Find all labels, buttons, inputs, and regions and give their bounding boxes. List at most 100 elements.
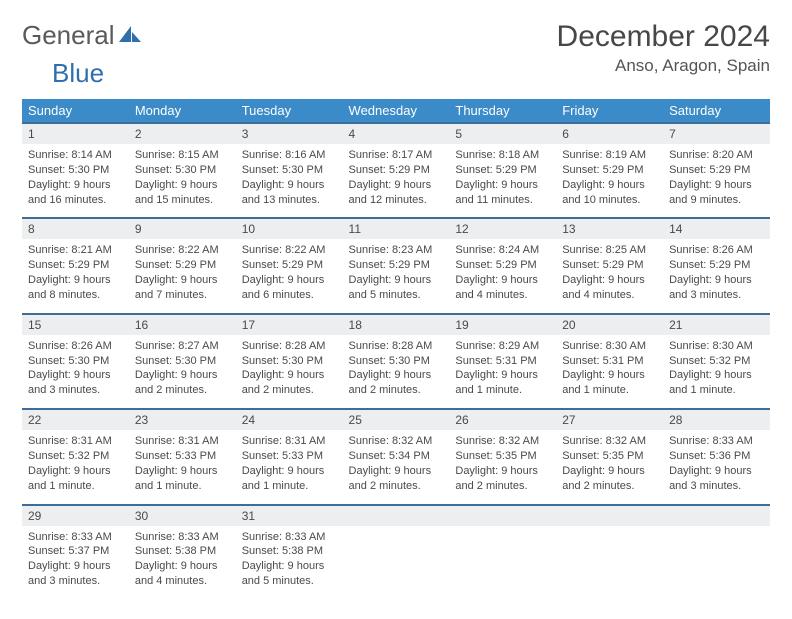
daylight-text: Daylight: 9 hours and 6 minutes. xyxy=(242,273,337,303)
day-number: 15 xyxy=(22,315,129,335)
day-details: Sunrise: 8:30 AMSunset: 5:31 PMDaylight:… xyxy=(556,335,663,408)
sunrise-text: Sunrise: 8:33 AM xyxy=(135,530,230,545)
sunset-text: Sunset: 5:30 PM xyxy=(28,163,123,178)
calendar-day-cell: 19Sunrise: 8:29 AMSunset: 5:31 PMDayligh… xyxy=(449,314,556,409)
brand-word-1: General xyxy=(22,20,115,51)
day-number: 26 xyxy=(449,410,556,430)
calendar-day-cell: 16Sunrise: 8:27 AMSunset: 5:30 PMDayligh… xyxy=(129,314,236,409)
weekday-header: Tuesday xyxy=(236,99,343,123)
sunrise-text: Sunrise: 8:25 AM xyxy=(562,243,657,258)
sunrise-text: Sunrise: 8:21 AM xyxy=(28,243,123,258)
day-details: Sunrise: 8:31 AMSunset: 5:32 PMDaylight:… xyxy=(22,430,129,503)
calendar-day-cell: 22Sunrise: 8:31 AMSunset: 5:32 PMDayligh… xyxy=(22,409,129,504)
daylight-text: Daylight: 9 hours and 2 minutes. xyxy=(349,464,444,494)
day-details: Sunrise: 8:33 AMSunset: 5:36 PMDaylight:… xyxy=(663,430,770,503)
day-details: Sunrise: 8:31 AMSunset: 5:33 PMDaylight:… xyxy=(236,430,343,503)
sunrise-text: Sunrise: 8:31 AM xyxy=(242,434,337,449)
day-details: Sunrise: 8:19 AMSunset: 5:29 PMDaylight:… xyxy=(556,144,663,217)
day-number: 7 xyxy=(663,124,770,144)
day-details: Sunrise: 8:32 AMSunset: 5:35 PMDaylight:… xyxy=(449,430,556,503)
sunrise-text: Sunrise: 8:31 AM xyxy=(135,434,230,449)
day-number: 28 xyxy=(663,410,770,430)
day-number: 4 xyxy=(343,124,450,144)
day-details: Sunrise: 8:32 AMSunset: 5:35 PMDaylight:… xyxy=(556,430,663,503)
location-text: Anso, Aragon, Spain xyxy=(557,56,770,76)
daylight-text: Daylight: 9 hours and 9 minutes. xyxy=(669,178,764,208)
sunrise-text: Sunrise: 8:17 AM xyxy=(349,148,444,163)
calendar-day-cell xyxy=(663,505,770,599)
calendar-day-cell: 2Sunrise: 8:15 AMSunset: 5:30 PMDaylight… xyxy=(129,123,236,218)
calendar-body: 1Sunrise: 8:14 AMSunset: 5:30 PMDaylight… xyxy=(22,123,770,599)
sunset-text: Sunset: 5:34 PM xyxy=(349,449,444,464)
sunrise-text: Sunrise: 8:28 AM xyxy=(349,339,444,354)
daylight-text: Daylight: 9 hours and 13 minutes. xyxy=(242,178,337,208)
sunrise-text: Sunrise: 8:32 AM xyxy=(349,434,444,449)
day-details-empty xyxy=(343,526,450,588)
calendar-week-row: 1Sunrise: 8:14 AMSunset: 5:30 PMDaylight… xyxy=(22,123,770,218)
calendar-week-row: 29Sunrise: 8:33 AMSunset: 5:37 PMDayligh… xyxy=(22,505,770,599)
sunset-text: Sunset: 5:31 PM xyxy=(562,354,657,369)
sunset-text: Sunset: 5:33 PM xyxy=(135,449,230,464)
day-details: Sunrise: 8:33 AMSunset: 5:38 PMDaylight:… xyxy=(236,526,343,599)
day-details: Sunrise: 8:20 AMSunset: 5:29 PMDaylight:… xyxy=(663,144,770,217)
sunset-text: Sunset: 5:30 PM xyxy=(349,354,444,369)
daylight-text: Daylight: 9 hours and 3 minutes. xyxy=(28,368,123,398)
sunset-text: Sunset: 5:32 PM xyxy=(669,354,764,369)
day-number: 31 xyxy=(236,506,343,526)
calendar-day-cell: 25 Sunrise: 8:32 AMSunset: 5:34 PMDayligh… xyxy=(343,409,450,504)
sunrise-text: Sunrise: 8:18 AM xyxy=(455,148,550,163)
calendar-week-row: 22Sunrise: 8:31 AMSunset: 5:32 PMDayligh… xyxy=(22,409,770,504)
daylight-text: Daylight: 9 hours and 4 minutes. xyxy=(562,273,657,303)
day-details: Sunrise: 8:29 AMSunset: 5:31 PMDaylight:… xyxy=(449,335,556,408)
calendar-day-cell: 6Sunrise: 8:19 AMSunset: 5:29 PMDaylight… xyxy=(556,123,663,218)
weekday-header: Saturday xyxy=(663,99,770,123)
day-number: 2 xyxy=(129,124,236,144)
day-number: 22 xyxy=(22,410,129,430)
day-details: Sunrise: 8:18 AMSunset: 5:29 PMDaylight:… xyxy=(449,144,556,217)
sunset-text: Sunset: 5:29 PM xyxy=(455,163,550,178)
calendar-day-cell: 8Sunrise: 8:21 AMSunset: 5:29 PMDaylight… xyxy=(22,218,129,313)
weekday-header: Monday xyxy=(129,99,236,123)
sunrise-text: Sunrise: 8:28 AM xyxy=(242,339,337,354)
calendar-day-cell: 31Sunrise: 8:33 AMSunset: 5:38 PMDayligh… xyxy=(236,505,343,599)
calendar-day-cell: 11Sunrise: 8:23 AMSunset: 5:29 PMDayligh… xyxy=(343,218,450,313)
day-details: Sunrise: 8:30 AMSunset: 5:32 PMDaylight:… xyxy=(663,335,770,408)
sunrise-text: Sunrise: 8:24 AM xyxy=(455,243,550,258)
sunrise-text: Sunrise: 8:32 AM xyxy=(562,434,657,449)
sunrise-text: Sunrise: 8:14 AM xyxy=(28,148,123,163)
day-number-empty xyxy=(343,506,450,526)
day-number: 19 xyxy=(449,315,556,335)
day-details: Sunrise: 8:22 AMSunset: 5:29 PMDaylight:… xyxy=(129,239,236,312)
day-number: 23 xyxy=(129,410,236,430)
calendar-day-cell xyxy=(449,505,556,599)
day-number: 29 xyxy=(22,506,129,526)
sunset-text: Sunset: 5:30 PM xyxy=(135,163,230,178)
calendar-day-cell: 1Sunrise: 8:14 AMSunset: 5:30 PMDaylight… xyxy=(22,123,129,218)
sunset-text: Sunset: 5:30 PM xyxy=(242,354,337,369)
day-number-empty xyxy=(556,506,663,526)
sunset-text: Sunset: 5:29 PM xyxy=(349,163,444,178)
sunset-text: Sunset: 5:32 PM xyxy=(28,449,123,464)
day-details: Sunrise: 8:25 AMSunset: 5:29 PMDaylight:… xyxy=(556,239,663,312)
calendar-week-row: 15Sunrise: 8:26 AMSunset: 5:30 PMDayligh… xyxy=(22,314,770,409)
calendar-day-cell: 13Sunrise: 8:25 AMSunset: 5:29 PMDayligh… xyxy=(556,218,663,313)
day-number: 25 xyxy=(343,410,450,430)
daylight-text: Daylight: 9 hours and 15 minutes. xyxy=(135,178,230,208)
daylight-text: Daylight: 9 hours and 5 minutes. xyxy=(349,273,444,303)
calendar-day-cell: 24Sunrise: 8:31 AMSunset: 5:33 PMDayligh… xyxy=(236,409,343,504)
sunset-text: Sunset: 5:35 PM xyxy=(562,449,657,464)
day-number: 16 xyxy=(129,315,236,335)
day-details-empty xyxy=(663,526,770,588)
day-details: Sunrise: 8:17 AMSunset: 5:29 PMDaylight:… xyxy=(343,144,450,217)
day-number: 18 xyxy=(343,315,450,335)
daylight-text: Daylight: 9 hours and 3 minutes. xyxy=(669,464,764,494)
sunrise-text: Sunrise: 8:26 AM xyxy=(28,339,123,354)
day-details: Sunrise: 8:27 AMSunset: 5:30 PMDaylight:… xyxy=(129,335,236,408)
sunset-text: Sunset: 5:30 PM xyxy=(28,354,123,369)
calendar-day-cell: 27Sunrise: 8:32 AMSunset: 5:35 PMDayligh… xyxy=(556,409,663,504)
month-title: December 2024 xyxy=(557,20,770,54)
sunset-text: Sunset: 5:29 PM xyxy=(28,258,123,273)
sunrise-text: Sunrise: 8:23 AM xyxy=(349,243,444,258)
calendar-day-cell: 28Sunrise: 8:33 AMSunset: 5:36 PMDayligh… xyxy=(663,409,770,504)
weekday-header: Wednesday xyxy=(343,99,450,123)
